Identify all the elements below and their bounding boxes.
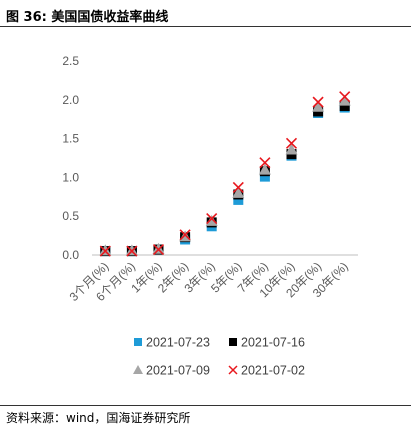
data-point-2021-07-02 xyxy=(232,181,244,194)
legend-entry: 2021-07-09 xyxy=(133,364,210,378)
data-point-2021-07-16 xyxy=(339,101,350,112)
data-point-2021-07-02 xyxy=(206,212,218,225)
data-point-2021-07-09 xyxy=(258,163,271,175)
legend-entry: 2021-07-02 xyxy=(228,364,305,378)
data-point-2021-07-02 xyxy=(285,137,298,149)
y-tick-label: 0.5 xyxy=(62,209,79,223)
x-stroke xyxy=(99,245,111,257)
data-point-2021-07-09 xyxy=(232,186,245,198)
x-stroke xyxy=(285,137,298,149)
title-rule xyxy=(0,26,411,27)
data-point-2021-07-09 xyxy=(125,244,138,256)
x-stroke xyxy=(152,244,165,256)
legend-entry: 2021-07-23 xyxy=(134,336,210,350)
data-point-2021-07-02 xyxy=(126,245,138,257)
y-tick-label: 2.5 xyxy=(62,54,79,68)
data-point-2021-07-23 xyxy=(259,171,270,182)
data-point-2021-07-02 xyxy=(152,244,165,256)
legend-label: 2021-07-09 xyxy=(146,364,210,378)
data-point-2021-07-02 xyxy=(339,91,351,103)
y-tick-label: 1.5 xyxy=(62,132,79,146)
figure-title: 图 36: 美国国债收益率曲线 xyxy=(6,10,169,25)
data-point-2021-07-09 xyxy=(152,242,165,254)
data-point-2021-07-09 xyxy=(338,94,351,106)
legend-label: 2021-07-16 xyxy=(241,336,305,350)
data-point-2021-07-02 xyxy=(179,229,191,241)
data-point-2021-07-02 xyxy=(312,96,324,108)
data-point-2021-07-09 xyxy=(205,214,218,226)
data-point-2021-07-23 xyxy=(233,194,244,205)
source-rule xyxy=(0,405,411,406)
legend-swatch xyxy=(228,365,238,375)
y-tick-label: 1.0 xyxy=(62,170,79,184)
x-stroke xyxy=(312,96,324,108)
x-stroke xyxy=(259,157,271,169)
data-point-2021-07-02 xyxy=(259,157,271,169)
legend-entry: 2021-07-16 xyxy=(229,336,305,350)
data-point-2021-07-09 xyxy=(99,244,112,256)
x-stroke xyxy=(232,181,244,194)
legend-swatch xyxy=(134,338,142,346)
x-stroke xyxy=(179,229,191,241)
chart-legend: 2021-07-23 2021-07-16 2021-07-09 2021-07-02 xyxy=(133,336,305,378)
chart-marks xyxy=(99,91,351,257)
y-tick-label: 2.0 xyxy=(62,93,79,107)
legend-swatch xyxy=(133,365,143,374)
x-stroke xyxy=(206,212,218,225)
legend-label: 2021-07-02 xyxy=(241,364,305,378)
y-tick-label: 0.0 xyxy=(62,248,79,262)
legend-swatch xyxy=(229,338,237,346)
data-point-2021-07-02 xyxy=(99,245,111,257)
data-point-2021-07-09 xyxy=(312,100,325,112)
legend-label: 2021-07-23 xyxy=(146,336,210,350)
x-stroke xyxy=(126,245,138,257)
chart-axes: 0.00.51.01.52.02.53个月(%)6个月(%)1年(%)2年(%)… xyxy=(62,54,358,304)
x-stroke xyxy=(339,91,351,103)
data-point-2021-07-09 xyxy=(285,143,298,155)
source-note: 资料来源：wind，国海证券研究所 xyxy=(6,411,191,425)
